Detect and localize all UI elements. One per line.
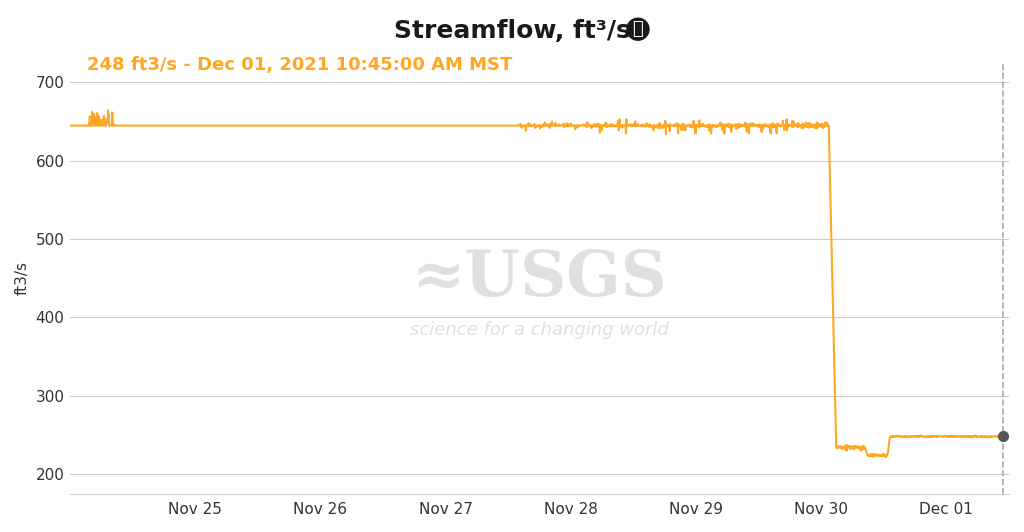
Y-axis label: ft3/s: ft3/s: [15, 261, 30, 295]
Text: 248 ft3/s - Dec 01, 2021 10:45:00 AM MST: 248 ft3/s - Dec 01, 2021 10:45:00 AM MST: [87, 56, 512, 74]
Text: science for a changing world: science for a changing world: [411, 321, 669, 339]
Text: Streamflow, ft³/s: Streamflow, ft³/s: [393, 19, 631, 43]
Text: ≈USGS: ≈USGS: [412, 248, 668, 309]
Text: ⓘ: ⓘ: [633, 20, 643, 38]
